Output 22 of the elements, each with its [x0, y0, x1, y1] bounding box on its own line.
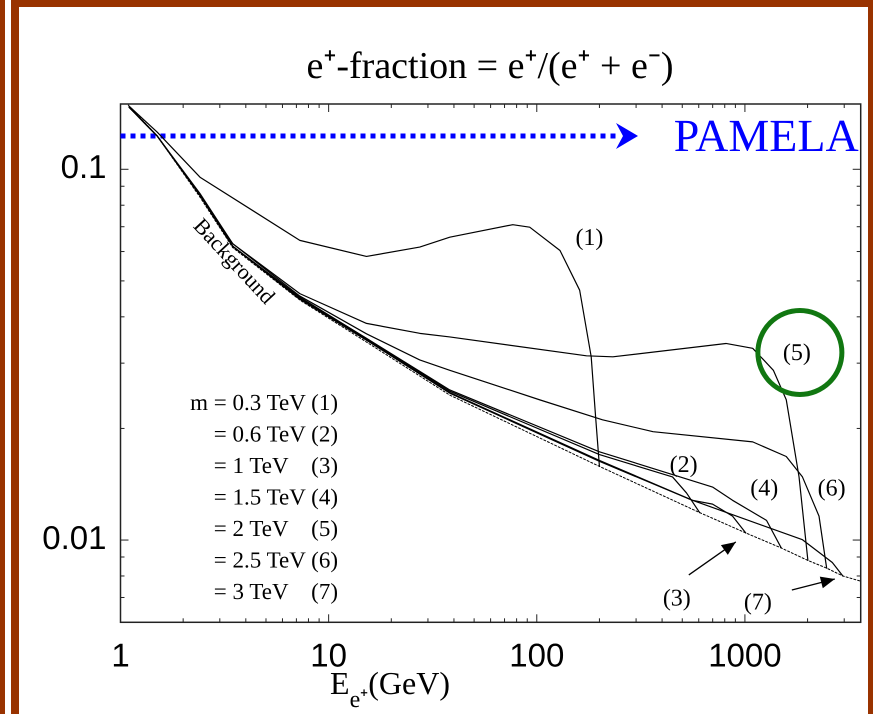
y-tick-label: 0.1	[60, 148, 106, 186]
annotation: = 2 TeV (5)	[214, 516, 338, 541]
x-tick-label: 1000	[708, 636, 782, 674]
y-tick-label: 0.01	[42, 518, 106, 556]
series-label: (4)	[750, 475, 778, 502]
annotation: m = 0.3 TeV (1)	[190, 390, 338, 415]
annotation: = 0.6 TeV (2)	[214, 422, 338, 446]
series-label: (1)	[575, 224, 604, 251]
series-label: (6)	[818, 476, 846, 502]
annotation: = 3 TeV (7)	[214, 579, 338, 604]
x-tick-label: 100	[509, 636, 564, 674]
annotation: = 1 TeV (3)	[214, 453, 338, 478]
chart-title: e⁺-fraction = e⁺/(e⁺ + e⁻)	[306, 45, 674, 87]
ref-line-label: PAMELA	[674, 110, 859, 161]
x-tick-label: 10	[310, 636, 347, 674]
series-label: (2)	[670, 452, 698, 478]
annotation: = 2.5 TeV (6)	[214, 548, 338, 572]
text: (3)	[662, 585, 691, 612]
x-tick-label: 1	[111, 636, 130, 674]
series-label: (5)	[782, 340, 811, 366]
text: (7)	[744, 589, 772, 616]
annotation: = 1.5 TeV (4)	[214, 484, 338, 510]
